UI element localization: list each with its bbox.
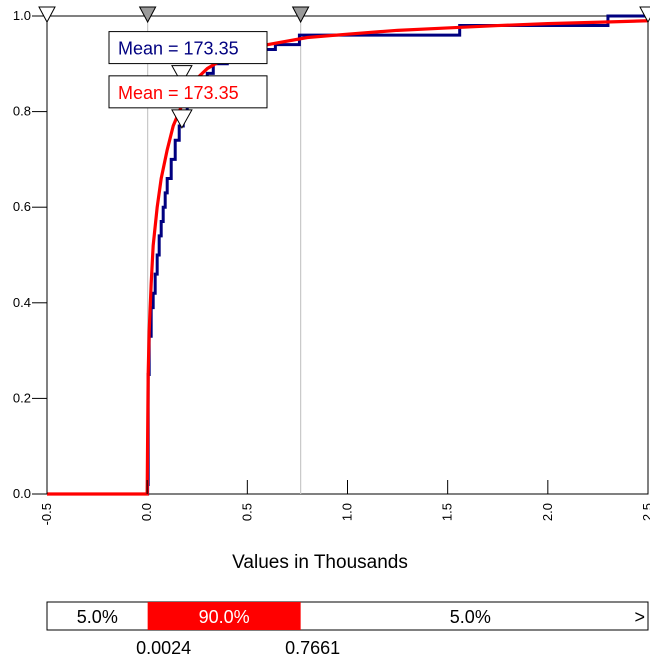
y-tick-label-4: 0.8	[13, 104, 31, 119]
x-axis-label: Values in Thousands	[232, 552, 408, 573]
x-tick-label-6: 2.5	[640, 503, 650, 521]
mean-label-1: Mean = 173.35	[118, 83, 239, 103]
probability-left-label: 5.0%	[77, 607, 118, 627]
axes: 0.0 0.2 0.4 0.6 0.8 1.0 -0.5 0.0 0.5 1.0 1.5 2.0 2.5	[13, 8, 650, 525]
mean-box-1	[108, 75, 268, 109]
probability-bar[interactable]: 5.0% 90.0% 5.0% >0.0024 0.7661	[46, 601, 649, 658]
mean-pointer-1	[171, 109, 193, 129]
y-tick-label-0: 0.0	[13, 486, 31, 501]
mean-pointer-0	[171, 65, 193, 85]
x-tick-label-5: 2.0	[540, 503, 555, 521]
mean-annotation-0: Mean = 173.35	[108, 31, 268, 85]
probability-low-value: 0.0024	[136, 638, 191, 658]
x-tick-label-0: -0.5	[39, 503, 54, 525]
delimiter-handle-1[interactable]	[138, 6, 157, 24]
probability-middle-label: 90.0%	[199, 607, 250, 627]
probability-bar-frame	[46, 601, 649, 631]
y-tick-label-2: 0.4	[13, 295, 31, 310]
series-step-0	[47, 14, 648, 496]
delimiter-handle-3[interactable]	[639, 6, 650, 24]
mean-label-0: Mean = 173.35	[118, 39, 239, 59]
mean-box-0	[108, 31, 268, 65]
y-tick-label-1: 0.2	[13, 390, 31, 405]
x-tick-label-2: 0.5	[239, 503, 254, 521]
y-tick-label-3: 0.6	[13, 199, 31, 214]
mean-annotation-1: Mean = 173.35	[108, 75, 268, 129]
x-tick-label-3: 1.0	[340, 503, 355, 521]
probability-high-value: 0.7661	[285, 638, 340, 658]
probability-overflow-label: >	[634, 607, 645, 627]
x-tick-label-4: 1.5	[440, 503, 455, 521]
delimiter-handle-0[interactable]	[38, 6, 56, 24]
delimiter-handle-2[interactable]	[291, 6, 310, 24]
probability-right-label: 5.0%	[450, 607, 491, 627]
probability-bar-middle	[147, 602, 301, 630]
annotations: Mean = 173.35 Mean = 173.35	[108, 31, 268, 129]
x-tick-label-1: 0.0	[139, 503, 154, 521]
y-tick-label-5: 1.0	[13, 8, 31, 23]
delimiter-markers[interactable]	[38, 6, 650, 24]
